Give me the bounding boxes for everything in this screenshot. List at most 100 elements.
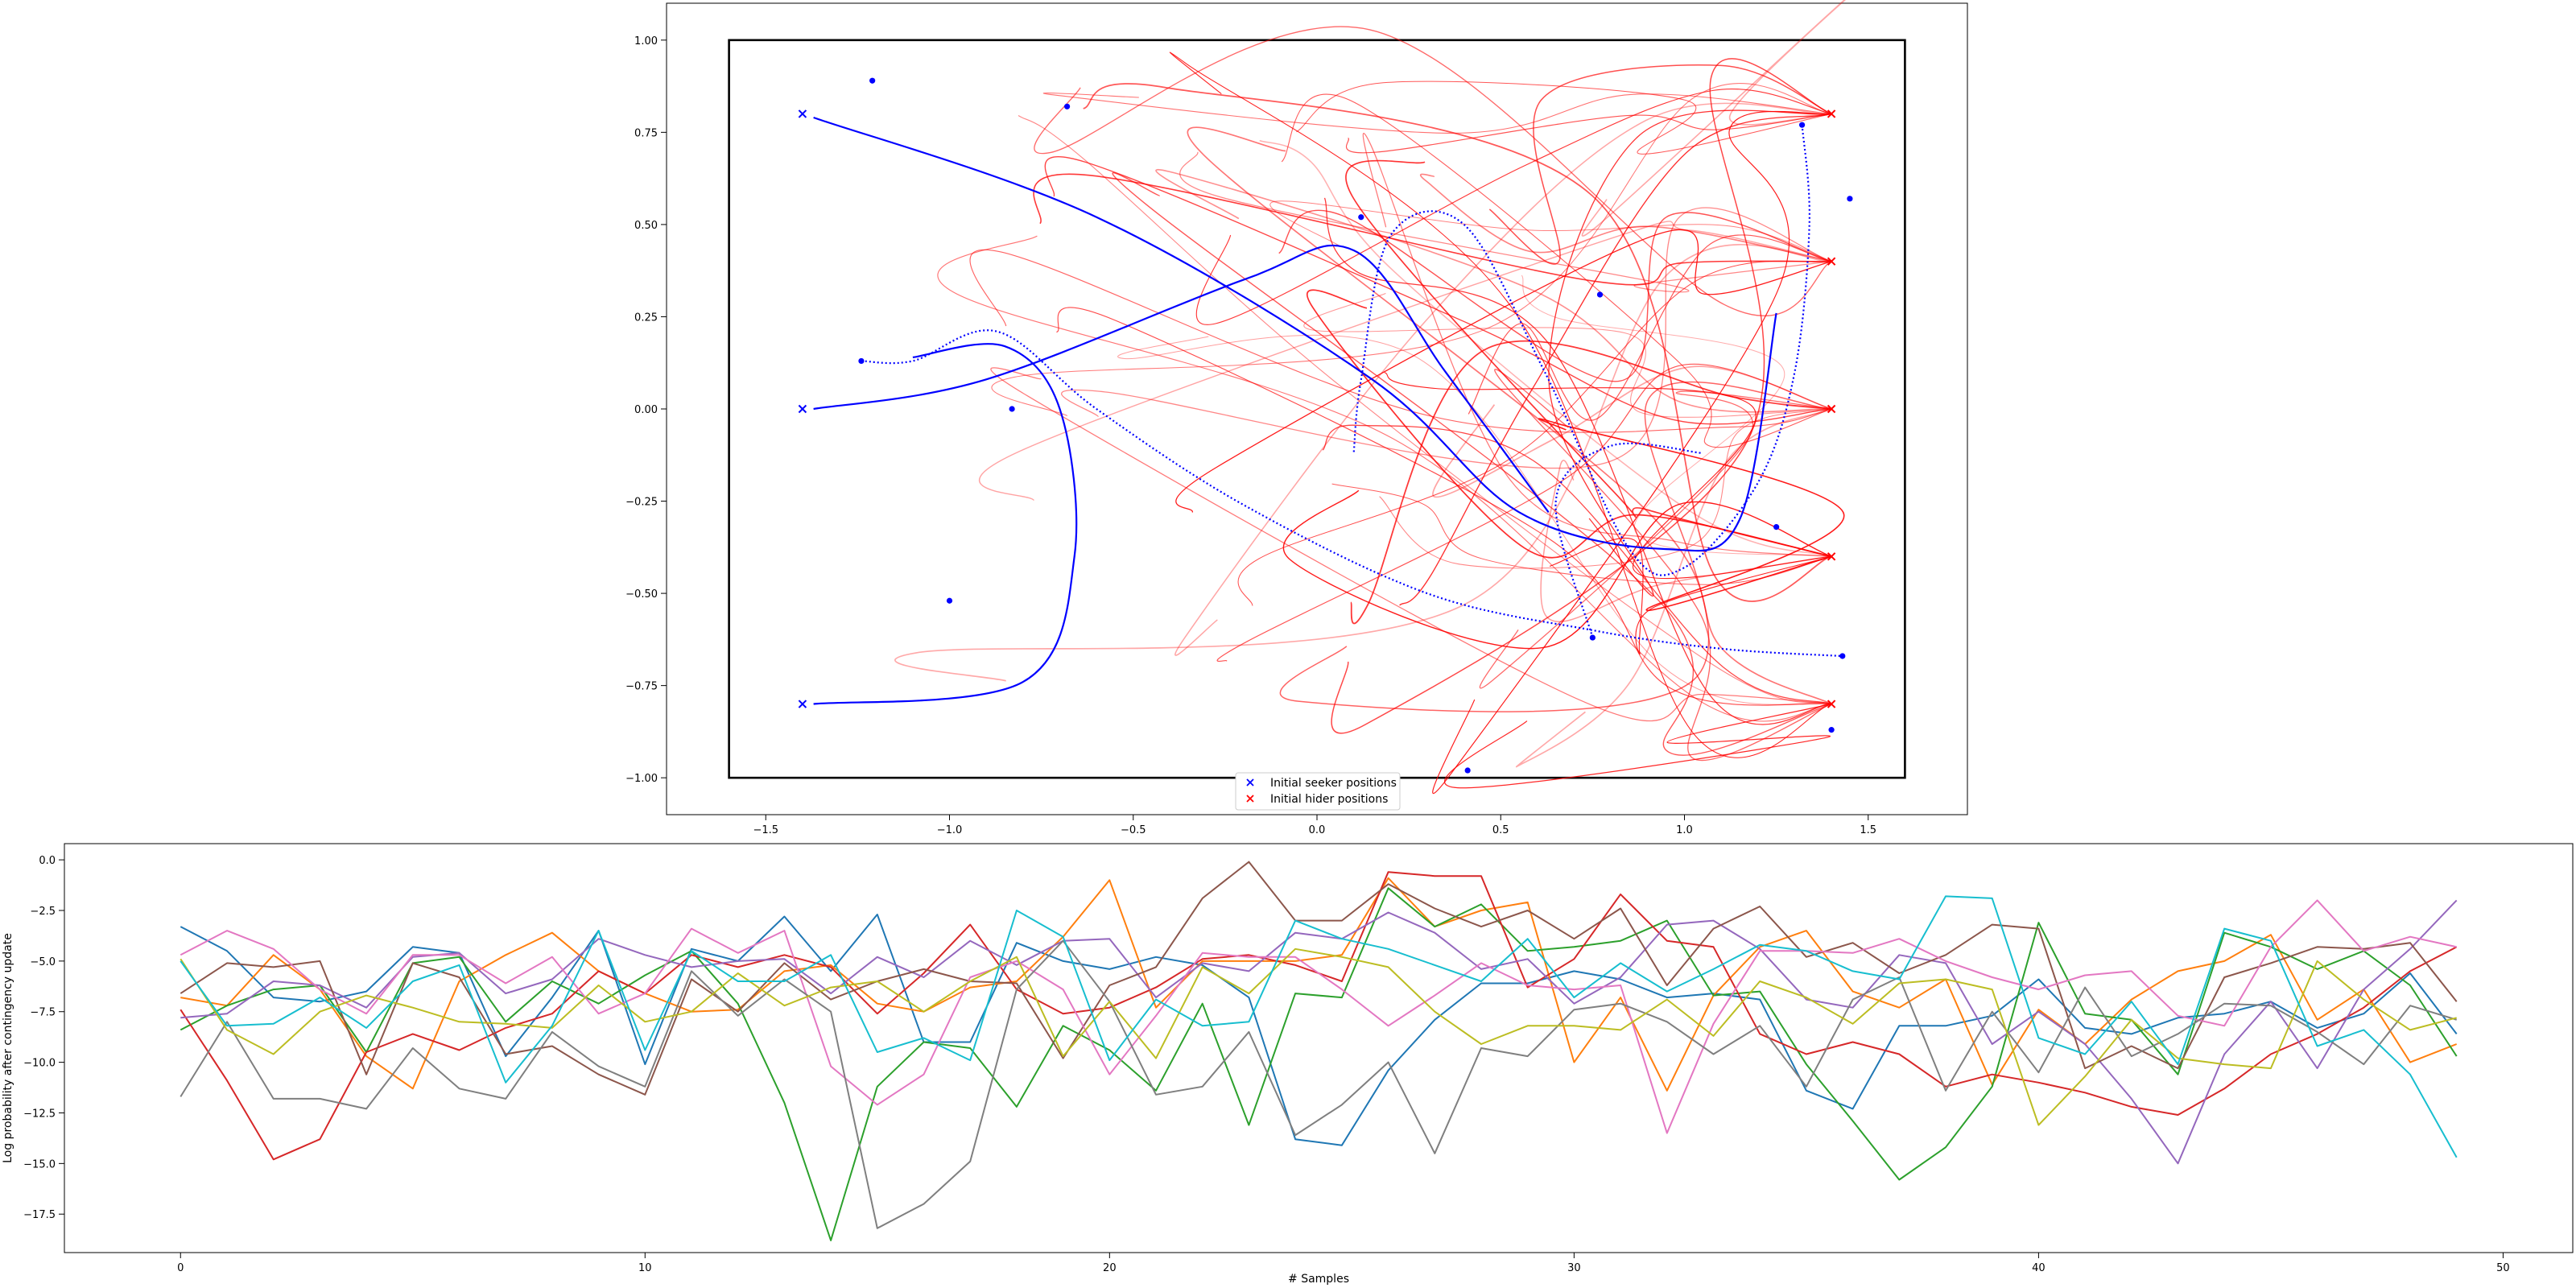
hider-path — [1018, 115, 1832, 705]
sample-series-line — [180, 861, 2458, 1096]
trajectory-y-ticks: 1.00 0.75 0.50 0.25 0.00 −0.25 −0.50 −0.75 −1.00 — [625, 35, 667, 785]
seeker-path — [813, 244, 1550, 513]
y-tick-label: 0.00 — [634, 404, 658, 416]
target-dot — [946, 597, 953, 604]
hider-start-marker — [1827, 257, 1836, 266]
hider-path — [1042, 92, 1832, 134]
target-dot — [1828, 727, 1835, 733]
sample-series-line — [180, 899, 2457, 1134]
target-dot — [1358, 214, 1364, 221]
hider-path — [1581, 0, 1846, 237]
hider-path — [1296, 80, 1832, 155]
hider-path — [1432, 365, 1832, 498]
hider-path — [1195, 89, 1832, 325]
x-tick-label: 40 — [2032, 1262, 2046, 1274]
target-dot — [1798, 122, 1806, 128]
x-axis-label: # Samples — [1288, 1273, 1349, 1286]
hider-path — [1350, 340, 1832, 625]
y-tick-label: −0.50 — [625, 588, 658, 601]
hider-start-marker — [1827, 404, 1836, 414]
seeker-dotted-path — [1554, 442, 1703, 638]
hider-path — [1479, 390, 1832, 689]
x-tick-label: −1.5 — [753, 824, 778, 836]
seeker-path — [813, 343, 1078, 705]
hider-path — [1259, 139, 1832, 558]
hider-path — [969, 249, 1832, 433]
hider-path — [1516, 408, 1832, 768]
hider-path — [1548, 109, 1832, 597]
y-tick-label: 1.00 — [634, 35, 658, 47]
y-tick-label: −2.5 — [30, 906, 56, 918]
hider-path — [1155, 169, 1832, 413]
x-tick-label: 10 — [638, 1262, 652, 1274]
y-tick-label: −0.75 — [625, 681, 658, 693]
sample-series-line — [180, 887, 2458, 1241]
target-dot — [1464, 767, 1471, 774]
sample-series-line — [180, 895, 2458, 1158]
legend-seeker-label: Initial seeker positions — [1270, 777, 1397, 790]
hider-path — [1216, 363, 1832, 662]
y-tick-label: −7.5 — [30, 1007, 56, 1019]
hider-path — [1175, 229, 1832, 513]
hider-path — [1279, 381, 1832, 712]
seeker-start-marker — [798, 700, 807, 708]
x-tick-label: 0 — [177, 1262, 184, 1274]
hider-path — [1174, 102, 1832, 656]
sample-series-line — [180, 939, 2457, 1229]
seeker-path — [813, 116, 1777, 552]
hider-path — [1303, 292, 1832, 418]
y-tick-label: 0.75 — [634, 127, 658, 139]
y-tick-label: 0.0 — [39, 855, 56, 867]
sample-series — [180, 861, 2458, 1241]
x-tick-label: 0.5 — [1492, 824, 1509, 836]
hider-start-marker — [1827, 700, 1836, 708]
target-dot — [1847, 196, 1853, 202]
initial-position-markers — [798, 109, 1836, 708]
hider-path — [1443, 703, 1832, 789]
target-dot — [858, 357, 865, 365]
seeker-start-marker — [798, 109, 807, 118]
target-dot — [1773, 524, 1780, 530]
legend-hider-label: Initial hider positions — [1270, 793, 1388, 806]
hider-path — [1345, 159, 1832, 558]
hider-path — [1432, 110, 1832, 795]
hider-path — [1281, 93, 1832, 448]
hider-path — [1187, 126, 1832, 705]
hider-path — [1060, 207, 1832, 469]
x-tick-label: 20 — [1103, 1262, 1117, 1274]
y-tick-label: 0.50 — [634, 220, 658, 232]
hider-path — [1384, 372, 1832, 580]
hider-paths — [894, 0, 1846, 795]
hider-path — [1488, 64, 1832, 265]
log-probability-y-ticks: 0.0 −2.5 −5.0 −7.5 −10.0 −12.5 −15.0 −17.5 — [23, 855, 64, 1221]
hider-path — [1306, 289, 1832, 559]
x-tick-label: 0.0 — [1309, 824, 1326, 836]
target-dot — [1589, 634, 1596, 641]
y-tick-label: −1.00 — [625, 773, 658, 785]
hider-path — [937, 235, 1832, 722]
hider-path — [1538, 418, 1845, 612]
hider-path — [1494, 369, 1832, 762]
x-tick-label: 1.0 — [1676, 824, 1693, 836]
hider-path — [1083, 83, 1832, 602]
y-tick-label: −15.0 — [23, 1158, 56, 1170]
hider-path — [1056, 307, 1832, 706]
hider-path — [1269, 200, 1832, 262]
y-tick-label: −12.5 — [23, 1108, 56, 1120]
y-tick-label: 0.25 — [634, 312, 658, 324]
log-probability-plot-frame — [64, 843, 2574, 1253]
y-tick-label: −0.25 — [625, 497, 658, 509]
log-probability-plot: 0 10 20 30 40 50 0.0 −2.5 −5.0 −7.5 −10.0 −12.5 −15… — [2, 843, 2574, 1286]
x-tick-label: −1.0 — [937, 824, 963, 836]
hider-start-marker — [1827, 552, 1836, 561]
legend: Initial seeker positions Initial hider p… — [1235, 772, 1401, 811]
target-dots — [858, 77, 1853, 774]
x-tick-label: 30 — [1567, 1262, 1581, 1274]
legend-hider-marker — [1246, 795, 1254, 803]
hider-path — [1179, 151, 1832, 293]
sample-series-line — [180, 899, 2458, 1165]
hider-path — [1034, 26, 1832, 316]
hider-path — [978, 221, 1832, 502]
y-tick-label: −10.0 — [23, 1058, 56, 1070]
hider-path — [1419, 173, 1832, 262]
